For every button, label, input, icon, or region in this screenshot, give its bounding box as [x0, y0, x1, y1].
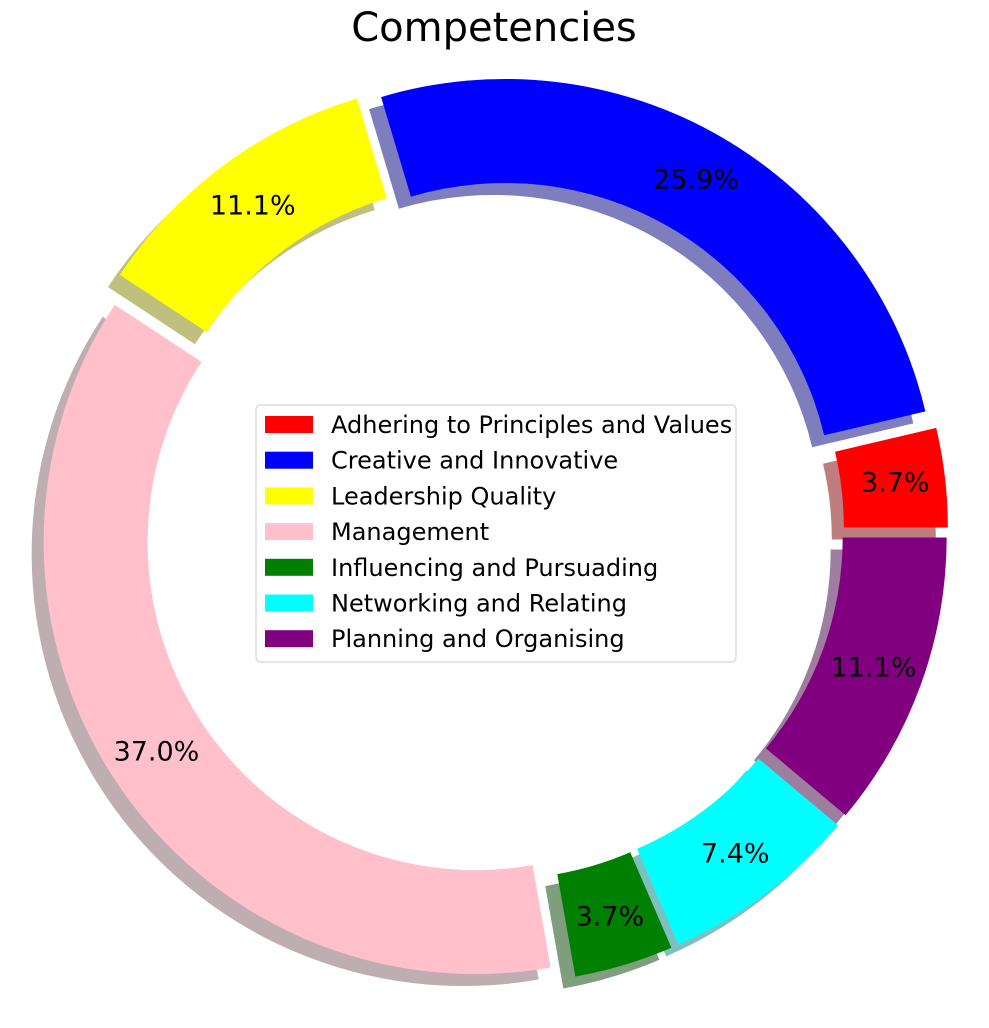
- legend-label-management: Management: [331, 518, 489, 546]
- pct-label-creative-and-innovative: 25.9%: [653, 165, 739, 196]
- legend-swatch-management: [265, 523, 313, 541]
- legend-frame: [255, 404, 737, 663]
- legend: Adhering to Principles and Values Creativ…: [255, 404, 737, 663]
- legend-label-creative-and-innovative: Creative and Innovative: [331, 447, 618, 475]
- legend-label-influencing-and-pursuading: Influencing and Pursuading: [331, 554, 658, 582]
- legend-swatch-leadership-quality: [265, 487, 313, 505]
- percentage-labels: 3.7% 25.9% 11.1% 37.0% 3.7% 7.4% 11.1%: [114, 165, 930, 933]
- pct-label-adhering-to-principles-and-values: 3.7%: [861, 468, 930, 499]
- slice-leadership-quality: [119, 98, 387, 333]
- chart-title: Competencies: [351, 5, 637, 51]
- legend-swatch-networking-and-relating: [265, 594, 313, 612]
- slice-planning-and-organising: [765, 537, 947, 816]
- slice-influencing-and-pursuading: [557, 852, 672, 977]
- legend-swatch-influencing-and-pursuading: [265, 558, 313, 576]
- slice-management: [43, 304, 551, 975]
- pct-label-management: 37.0%: [114, 737, 200, 768]
- pct-label-planning-and-organising: 11.1%: [831, 653, 917, 684]
- pct-label-networking-and-relating: 7.4%: [701, 839, 770, 870]
- slice-networking-and-relating: [637, 758, 839, 945]
- pct-label-influencing-and-pursuading: 3.7%: [576, 902, 645, 933]
- legend-label-adhering-to-principles-and-values: Adhering to Principles and Values: [331, 411, 732, 439]
- pct-label-leadership-quality: 11.1%: [210, 190, 296, 221]
- slice-adhering-to-principles-and-values: [835, 427, 948, 528]
- legend-swatch-adhering-to-principles-and-values: [265, 416, 313, 433]
- slice-creative-and-innovative: [381, 78, 926, 436]
- slice-wedges: [43, 78, 948, 977]
- legend-swatch-creative-and-innovative: [265, 451, 313, 469]
- legend-label-leadership-quality: Leadership Quality: [331, 482, 556, 510]
- legend-label-planning-and-organising: Planning and Organising: [331, 625, 625, 653]
- legend-label-networking-and-relating: Networking and Relating: [331, 590, 627, 618]
- legend-swatch-planning-and-organising: [265, 630, 313, 648]
